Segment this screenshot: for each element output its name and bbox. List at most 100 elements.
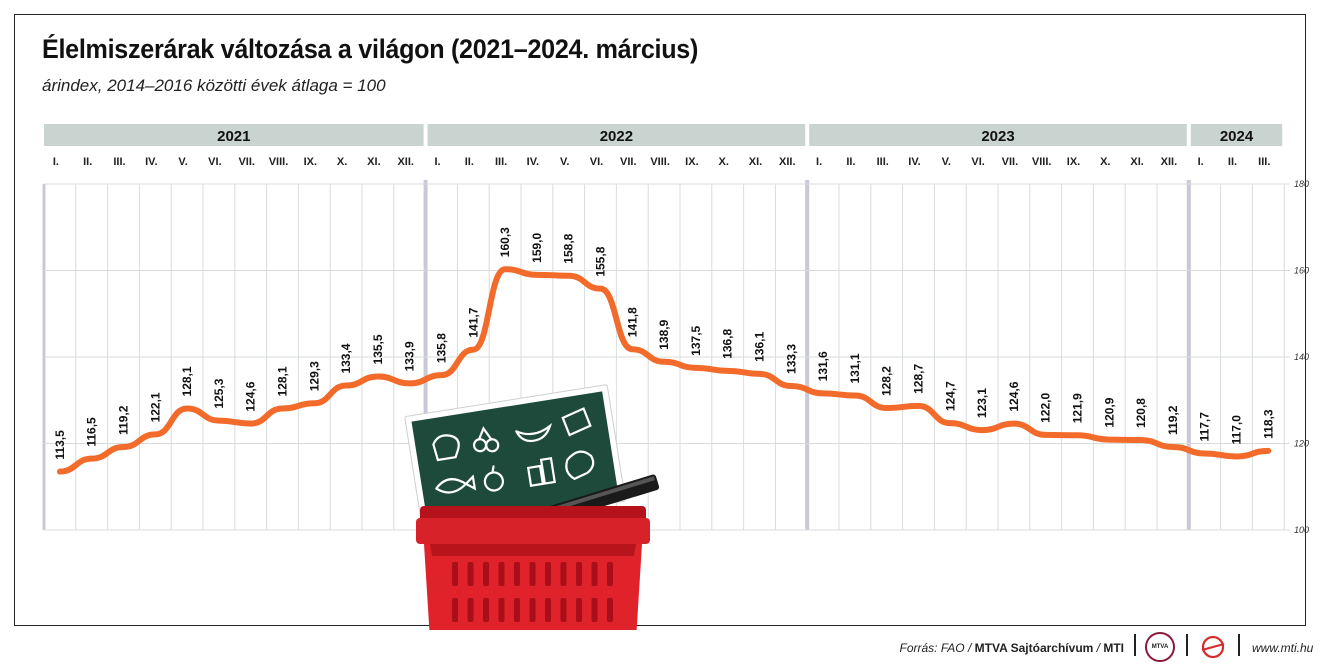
data-label: 136,8 xyxy=(721,328,735,358)
data-label: 128,7 xyxy=(912,364,926,394)
footer-separator xyxy=(1134,634,1136,656)
month-label: III. xyxy=(1258,156,1270,168)
data-label: 160,3 xyxy=(498,227,512,257)
month-label: XI. xyxy=(367,156,380,168)
data-label: 128,2 xyxy=(880,366,894,396)
basket-hole xyxy=(514,598,520,622)
basket-hole xyxy=(607,562,613,586)
month-label: III. xyxy=(877,156,889,168)
data-label: 117,7 xyxy=(1198,412,1212,442)
month-label: VIII. xyxy=(1032,156,1052,168)
month-label: I. xyxy=(434,156,440,168)
data-label: 116,5 xyxy=(85,417,99,447)
data-label: 122,1 xyxy=(148,392,162,422)
basket-hole xyxy=(529,598,536,622)
price-index-chart: 2021 2022 2023 2024 100 120 140 160 180 I. II. II… xyxy=(42,124,1309,630)
y-tick-label: 160 xyxy=(1294,266,1309,276)
data-label: 125,3 xyxy=(212,378,226,408)
month-label: IV. xyxy=(527,156,539,168)
month-label: X. xyxy=(1100,156,1110,168)
data-label: 137,5 xyxy=(689,325,703,355)
month-label: VIII. xyxy=(650,156,670,168)
data-label: 124,6 xyxy=(244,381,258,411)
basket-hole xyxy=(452,598,458,622)
data-label: 158,8 xyxy=(562,233,576,263)
month-label: IX. xyxy=(685,156,698,168)
footer: Forrás: FAO / MTVA Sajtóarchívum / MTI M… xyxy=(0,630,1320,670)
footer-separator xyxy=(1238,634,1240,656)
data-label: 128,1 xyxy=(276,366,290,396)
y-tick-label: 180 xyxy=(1294,179,1309,189)
data-label: 119,2 xyxy=(117,405,131,435)
data-label: 129,3 xyxy=(307,361,321,391)
basket-illustration xyxy=(404,384,660,630)
month-label: X. xyxy=(337,156,347,168)
month-label: XII. xyxy=(397,156,414,168)
month-label: XII. xyxy=(1161,156,1178,168)
y-tick-label: 140 xyxy=(1294,352,1309,362)
basket-hole xyxy=(498,562,505,586)
data-label: 138,9 xyxy=(657,319,671,349)
source-org: MTVA Sajtóarchívum xyxy=(974,641,1094,655)
source-sep: / xyxy=(1093,641,1104,655)
month-label: II. xyxy=(83,156,92,168)
month-label: II. xyxy=(846,156,855,168)
basket-hole xyxy=(529,562,536,586)
month-label: VI. xyxy=(208,156,221,168)
basket-hole xyxy=(467,562,474,586)
month-label: I. xyxy=(1198,156,1204,168)
data-label: 123,1 xyxy=(975,388,989,418)
basket-hole xyxy=(591,598,598,622)
data-label: 136,1 xyxy=(753,332,767,362)
month-label: IX. xyxy=(1067,156,1080,168)
basket-hole xyxy=(560,598,567,622)
month-label: VI. xyxy=(971,156,984,168)
chart-title: Élelmiszerárak változása a világon (2021… xyxy=(42,34,699,64)
month-label: XII. xyxy=(779,156,796,168)
data-label: 122,0 xyxy=(1039,392,1053,422)
data-label: 128,1 xyxy=(180,366,194,396)
basket-hole xyxy=(452,562,458,586)
basket-hole xyxy=(591,562,598,586)
year-label: 2022 xyxy=(600,128,633,145)
basket-hole xyxy=(560,562,567,586)
month-label: V. xyxy=(560,156,569,168)
basket-hole xyxy=(498,598,505,622)
data-label: 131,1 xyxy=(848,353,862,383)
month-label: VIII. xyxy=(269,156,289,168)
mtva-logo-text: MTVA xyxy=(1151,644,1169,650)
source-text: Forrás: FAO / MTVA Sajtóarchívum / MTI xyxy=(900,641,1125,655)
month-label: II. xyxy=(465,156,474,168)
data-label: 118,3 xyxy=(1261,409,1275,439)
year-label: 2023 xyxy=(981,128,1014,145)
data-label: 133,9 xyxy=(403,341,417,371)
data-label: 124,6 xyxy=(1007,381,1021,411)
data-label: 133,4 xyxy=(339,343,353,373)
footer-separator xyxy=(1186,634,1188,656)
data-label: 159,0 xyxy=(530,232,544,262)
data-label: 135,8 xyxy=(435,333,449,363)
data-label: 124,7 xyxy=(943,381,957,411)
basket-hole xyxy=(483,598,489,622)
year-label: 2021 xyxy=(217,128,250,145)
data-label: 121,9 xyxy=(1071,393,1085,423)
data-label: 135,5 xyxy=(371,334,385,364)
mti-logo-icon xyxy=(1201,635,1225,659)
month-label: VII. xyxy=(620,156,637,168)
year-band xyxy=(809,124,1187,146)
chart-subtitle: árindex, 2014–2016 közötti évek átlaga =… xyxy=(42,76,386,95)
year-band xyxy=(1190,124,1283,146)
food-board-icon xyxy=(404,384,626,534)
mtva-logo-icon: MTVA xyxy=(1145,632,1175,662)
data-label: 131,6 xyxy=(816,351,830,381)
website-link[interactable]: www.mti.hu xyxy=(1252,641,1314,655)
source-mti: MTI xyxy=(1103,641,1124,655)
month-label: IX. xyxy=(304,156,317,168)
month-label: V. xyxy=(942,156,951,168)
data-label: 141,7 xyxy=(466,307,480,337)
data-label: 120,9 xyxy=(1102,397,1116,427)
basket-hole xyxy=(545,598,551,622)
year-band xyxy=(427,124,806,146)
month-label: I. xyxy=(816,156,822,168)
basket-hole xyxy=(483,562,489,586)
